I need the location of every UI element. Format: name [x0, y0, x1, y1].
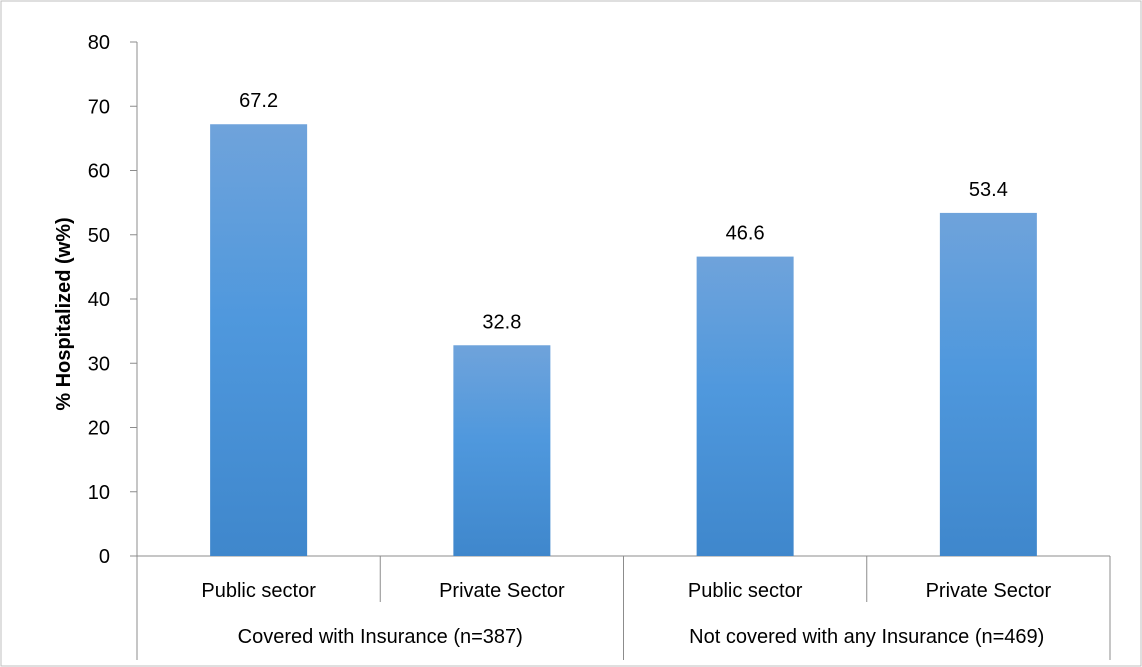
y-tick-label: 50 [88, 225, 110, 247]
category-label: Public sector [688, 580, 803, 602]
category-label: Private Sector [439, 580, 565, 602]
y-tick-label: 20 [88, 418, 110, 440]
category-label: Private Sector [926, 580, 1052, 602]
bar [696, 256, 794, 556]
y-tick-label: 60 [88, 161, 110, 183]
data-label: 46.6 [726, 223, 765, 245]
y-tick-label: 0 [99, 546, 110, 568]
group-label: Not covered with any Insurance (n=469) [689, 626, 1044, 648]
category-label: Public sector [201, 580, 316, 602]
y-tick-label: 30 [88, 353, 110, 375]
data-label: 32.8 [482, 311, 521, 333]
y-tick-label: 40 [88, 289, 110, 311]
data-label: 67.2 [239, 90, 278, 112]
bar [453, 345, 551, 556]
y-tick-label: 10 [88, 482, 110, 504]
y-axis-label: % Hospitalized (w%) [53, 217, 75, 410]
y-tick-label: 70 [88, 96, 110, 118]
labels: 67.2 Public sector 32.8 Private Sector 46.6 P… [201, 90, 1051, 648]
bar [939, 212, 1037, 556]
data-label: 53.4 [969, 179, 1008, 201]
bar [210, 124, 308, 557]
y-tick-label: 80 [88, 32, 110, 54]
bars [210, 124, 1037, 557]
group-label: Covered with Insurance (n=387) [238, 626, 523, 648]
